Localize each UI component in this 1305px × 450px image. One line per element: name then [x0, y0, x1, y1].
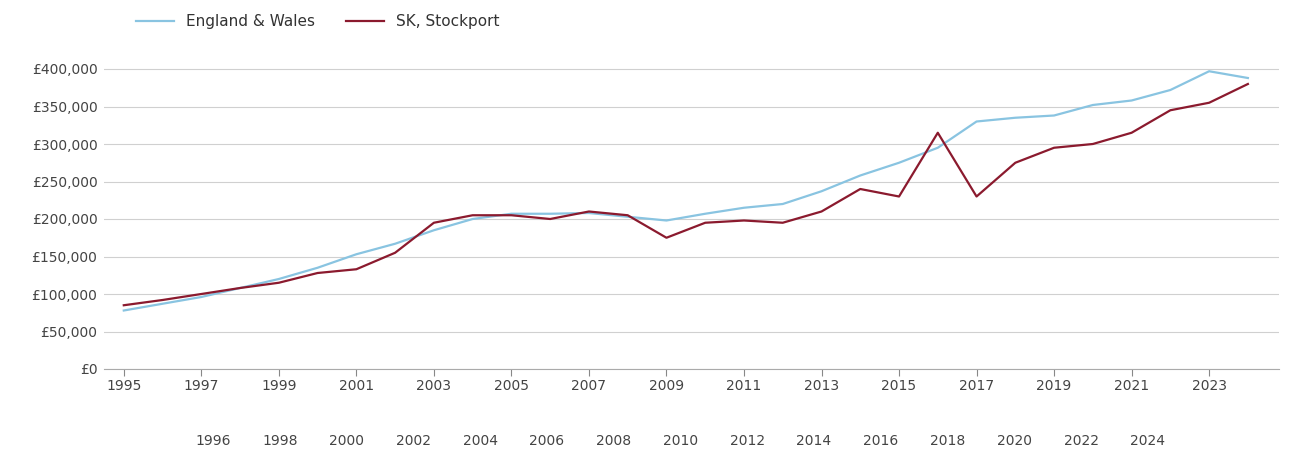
Text: 2010: 2010: [663, 434, 698, 448]
England & Wales: [348, 252, 364, 257]
England & Wales: [1084, 102, 1100, 108]
SK, Stockport: [814, 209, 830, 214]
SK, Stockport: [968, 194, 984, 199]
England & Wales: [852, 173, 868, 178]
SK, Stockport: [504, 212, 519, 218]
SK, Stockport: [620, 212, 636, 218]
England & Wales: [697, 211, 713, 216]
England & Wales: [1240, 75, 1255, 81]
England & Wales: [968, 119, 984, 124]
SK, Stockport: [271, 280, 287, 285]
England & Wales: [543, 211, 559, 216]
SK, Stockport: [697, 220, 713, 225]
Text: 2018: 2018: [930, 434, 966, 448]
SK, Stockport: [736, 218, 752, 223]
England & Wales: [620, 214, 636, 220]
SK, Stockport: [465, 212, 480, 218]
Text: 2014: 2014: [796, 434, 831, 448]
SK, Stockport: [659, 235, 675, 240]
SK, Stockport: [388, 250, 403, 256]
England & Wales: [155, 301, 171, 306]
SK, Stockport: [1163, 108, 1178, 113]
SK, Stockport: [1202, 100, 1218, 105]
England & Wales: [814, 189, 830, 194]
SK, Stockport: [1007, 160, 1023, 166]
England & Wales: [659, 218, 675, 223]
England & Wales: [1047, 113, 1062, 118]
Text: 2006: 2006: [530, 434, 565, 448]
England & Wales: [1163, 87, 1178, 93]
England & Wales: [232, 285, 248, 291]
England & Wales: [891, 160, 907, 166]
England & Wales: [1202, 68, 1218, 74]
SK, Stockport: [232, 285, 248, 291]
England & Wales: [116, 308, 132, 313]
SK, Stockport: [1240, 81, 1255, 87]
SK, Stockport: [1047, 145, 1062, 150]
England & Wales: [425, 228, 441, 233]
SK, Stockport: [852, 186, 868, 192]
Text: 2008: 2008: [596, 434, 632, 448]
SK, Stockport: [425, 220, 441, 225]
SK, Stockport: [348, 266, 364, 272]
England & Wales: [1007, 115, 1023, 121]
England & Wales: [736, 205, 752, 211]
England & Wales: [930, 145, 946, 150]
Legend: England & Wales, SK, Stockport: England & Wales, SK, Stockport: [136, 14, 500, 29]
England & Wales: [193, 294, 209, 300]
Line: SK, Stockport: SK, Stockport: [124, 84, 1248, 305]
SK, Stockport: [155, 297, 171, 303]
Text: 2022: 2022: [1064, 434, 1099, 448]
England & Wales: [581, 210, 596, 216]
England & Wales: [775, 201, 791, 207]
Text: 1996: 1996: [196, 434, 231, 448]
Text: 2012: 2012: [729, 434, 765, 448]
England & Wales: [504, 211, 519, 216]
SK, Stockport: [543, 216, 559, 222]
SK, Stockport: [1084, 141, 1100, 147]
Text: 2016: 2016: [863, 434, 898, 448]
SK, Stockport: [581, 209, 596, 214]
Text: 2004: 2004: [463, 434, 497, 448]
SK, Stockport: [775, 220, 791, 225]
Line: England & Wales: England & Wales: [124, 71, 1248, 310]
England & Wales: [388, 241, 403, 247]
England & Wales: [465, 216, 480, 222]
Text: 2020: 2020: [997, 434, 1032, 448]
England & Wales: [271, 276, 287, 282]
Text: 1998: 1998: [262, 434, 298, 448]
SK, Stockport: [116, 302, 132, 308]
Text: 2024: 2024: [1130, 434, 1165, 448]
SK, Stockport: [193, 291, 209, 297]
Text: 2000: 2000: [329, 434, 364, 448]
SK, Stockport: [309, 270, 325, 276]
SK, Stockport: [891, 194, 907, 199]
SK, Stockport: [1124, 130, 1139, 135]
England & Wales: [309, 265, 325, 270]
England & Wales: [1124, 98, 1139, 103]
Text: 2002: 2002: [395, 434, 431, 448]
SK, Stockport: [930, 130, 946, 135]
